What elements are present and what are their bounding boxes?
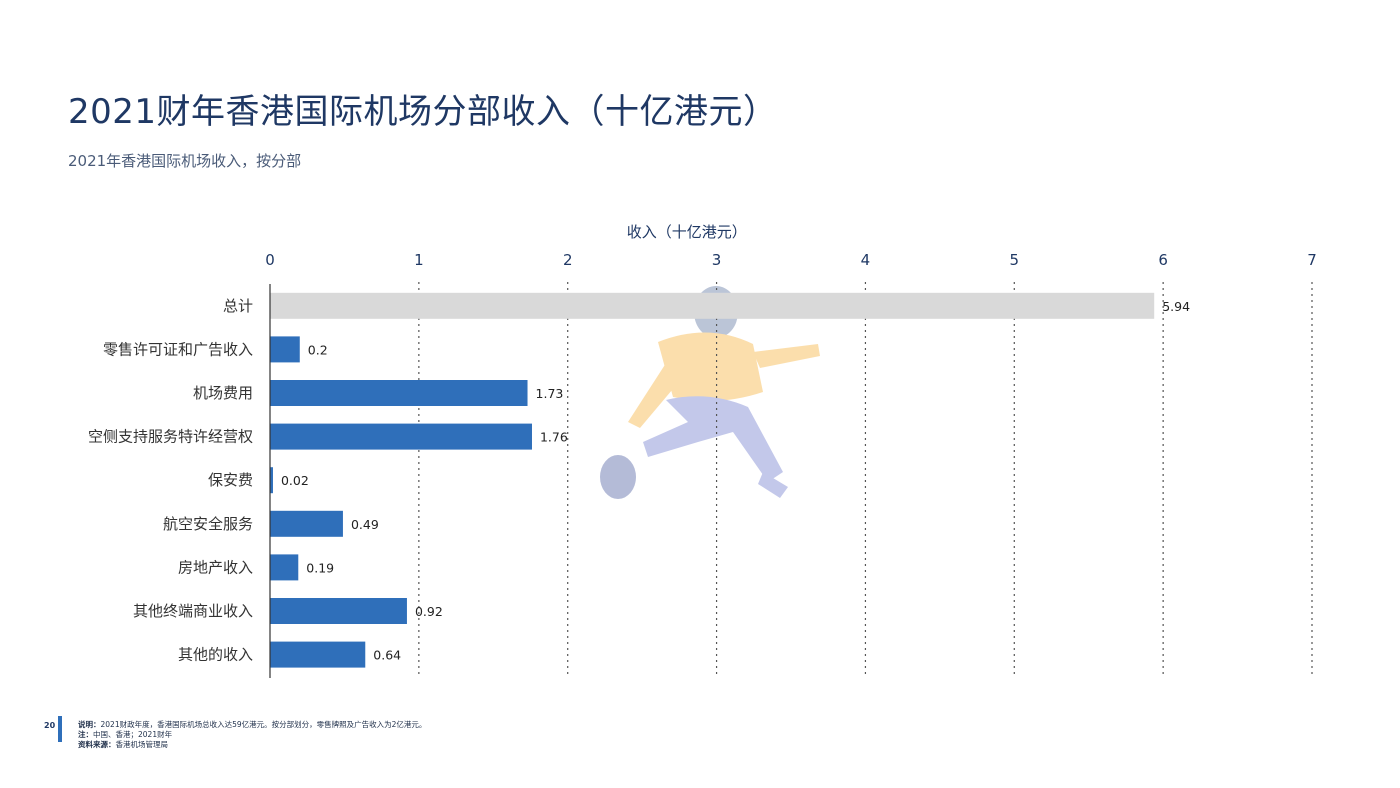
category-label: 零售许可证和广告收入 bbox=[103, 340, 253, 358]
bar bbox=[270, 641, 366, 668]
source-label: 资料来源： bbox=[78, 740, 116, 749]
remark-label: 注： bbox=[78, 730, 93, 739]
note-text: 2021财政年度，香港国际机场总收入达59亿港元。按分部划分，零售牌照及广告收入… bbox=[100, 720, 427, 729]
value-label: 0.64 bbox=[373, 648, 401, 663]
category-label: 航空安全服务 bbox=[163, 515, 253, 533]
note-line: 说明：2021财政年度，香港国际机场总收入达59亿港元。按分部划分，零售牌照及广… bbox=[78, 720, 426, 730]
category-label: 房地产收入 bbox=[178, 558, 253, 576]
remark-text: 中国、香港；2021财年 bbox=[93, 730, 173, 739]
bar bbox=[270, 380, 528, 406]
page-subtitle: 2021年香港国际机场收入，按分部 bbox=[68, 152, 302, 170]
bar bbox=[270, 467, 273, 494]
category-label: 空侧支持服务特许经营权 bbox=[88, 428, 253, 446]
x-tick-label: 0 bbox=[265, 251, 275, 269]
bar-total bbox=[270, 292, 1155, 319]
bar-chart: 收入（十亿港元） 0 1 2 3 4 5 6 7 总计零售许可证和广告收入机场费用空侧支持服务… bbox=[88, 223, 1317, 678]
page-title: 2021财年香港国际机场分部收入（十亿港元） bbox=[68, 92, 778, 132]
value-label: 0.02 bbox=[281, 473, 309, 488]
source-line: 资料来源：香港机场管理局 bbox=[78, 740, 426, 750]
remark-line: 注：中国、香港；2021财年 bbox=[78, 730, 426, 740]
x-axis-ticks: 0 1 2 3 4 5 6 7 bbox=[265, 251, 1317, 269]
gridlines bbox=[418, 282, 1313, 678]
value-label: 5.94 bbox=[1162, 299, 1190, 314]
bar bbox=[270, 423, 532, 450]
category-label: 机场费用 bbox=[193, 384, 253, 402]
category-label: 其他的收入 bbox=[178, 646, 253, 664]
footer-notes: 说明：2021财政年度，香港国际机场总收入达59亿港元。按分部划分，零售牌照及广… bbox=[78, 720, 426, 750]
footer-accent-bar bbox=[58, 716, 62, 742]
bar bbox=[270, 598, 407, 624]
x-tick-label: 5 bbox=[1010, 251, 1020, 269]
category-label: 总计 bbox=[223, 297, 253, 315]
value-labels: 5.94 0.2 1.73 1.76 0.02 0.49 0.19 0.92 0.64 bbox=[281, 299, 1190, 663]
value-label: 0.19 bbox=[306, 560, 334, 575]
source-text: 香港机场管理局 bbox=[115, 740, 169, 749]
category-labels: 总计零售许可证和广告收入机场费用空侧支持服务特许经营权保安费航空安全服务房地产收… bbox=[88, 297, 253, 664]
value-label: 0.49 bbox=[351, 517, 379, 532]
x-tick-label: 3 bbox=[712, 251, 722, 269]
category-label: 保安费 bbox=[208, 471, 253, 489]
x-tick-label: 6 bbox=[1158, 251, 1168, 269]
value-label: 0.92 bbox=[415, 604, 443, 619]
note-label: 说明： bbox=[78, 720, 101, 729]
bar bbox=[270, 554, 299, 581]
bar bbox=[270, 510, 343, 537]
category-label: 其他终端商业收入 bbox=[133, 602, 253, 620]
x-tick-label: 4 bbox=[861, 251, 871, 269]
value-label: 0.2 bbox=[308, 342, 328, 357]
value-label: 1.73 bbox=[536, 386, 564, 401]
x-tick-label: 7 bbox=[1307, 251, 1317, 269]
x-axis-title: 收入（十亿港元） bbox=[627, 223, 747, 241]
bars bbox=[270, 292, 1155, 668]
page-number: 20 bbox=[44, 721, 56, 730]
value-label: 1.76 bbox=[540, 430, 568, 445]
bar bbox=[270, 336, 300, 363]
footer: 20 说明：2021财政年度，香港国际机场总收入达59亿港元。按分部划分，零售牌… bbox=[0, 714, 1400, 764]
x-tick-label: 2 bbox=[563, 251, 573, 269]
x-tick-label: 1 bbox=[414, 251, 424, 269]
